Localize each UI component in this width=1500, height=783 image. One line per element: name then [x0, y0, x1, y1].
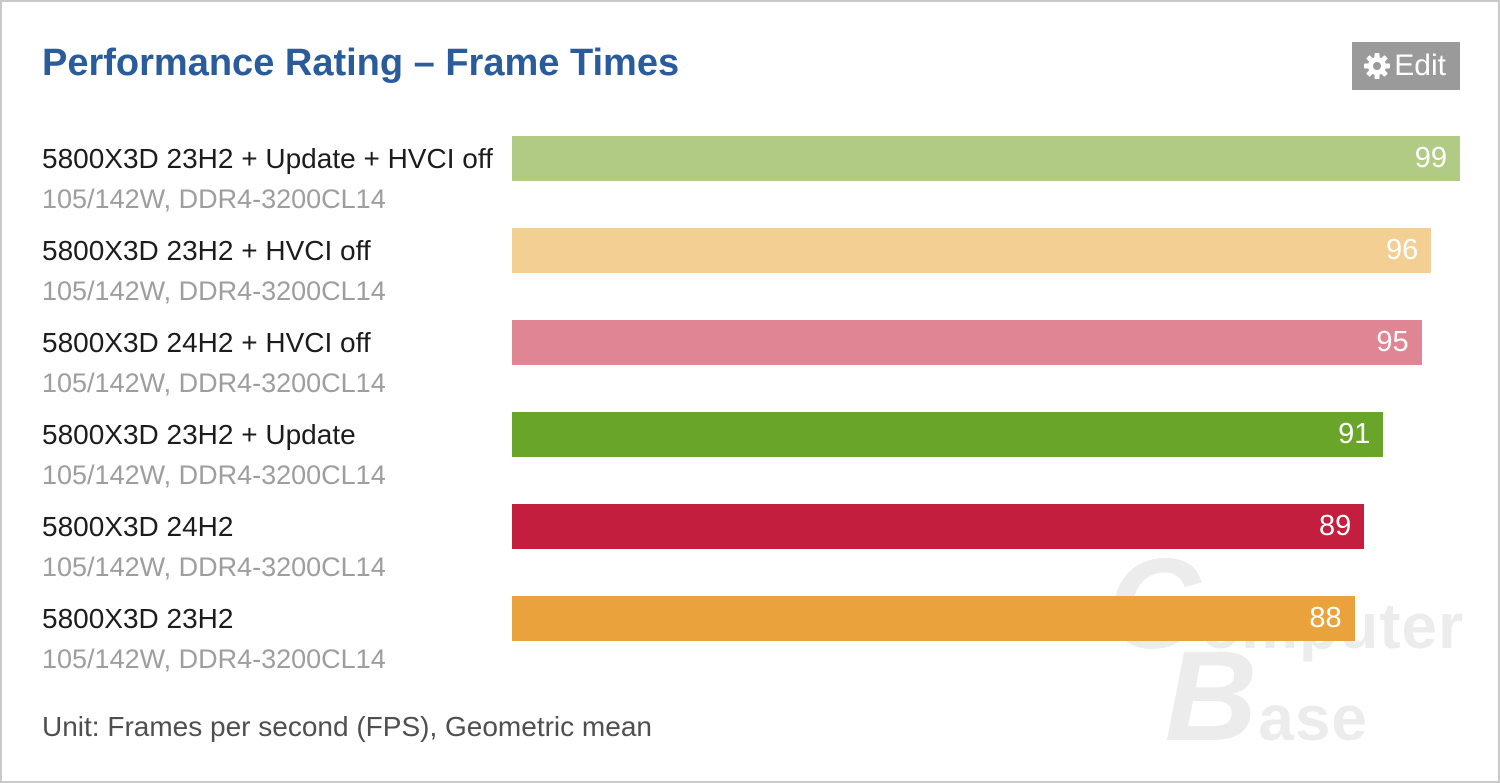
bar: 99 — [512, 136, 1460, 181]
bar-track: 95 — [512, 320, 1460, 412]
bar-label-group: 5800X3D 23H2 + HVCI off 105/142W, DDR4-3… — [42, 228, 512, 320]
bar-label-group: 5800X3D 23H2 + Update + HVCI off 105/142… — [42, 136, 512, 228]
bar: 91 — [512, 412, 1384, 457]
bar-sublabel: 105/142W, DDR4-3200CL14 — [42, 184, 386, 214]
bar-value-label: 88 — [1309, 602, 1342, 634]
bar-sublabel: 105/142W, DDR4-3200CL14 — [42, 460, 386, 490]
bar-row: 5800X3D 23H2 + Update 105/142W, DDR4-320… — [42, 412, 1460, 504]
bar-label: 5800X3D 23H2 + Update — [42, 418, 356, 450]
bar-row: 5800X3D 23H2 + Update + HVCI off 105/142… — [42, 136, 1460, 228]
header: Performance Rating – Frame Times — [2, 2, 1498, 90]
bar-row: 5800X3D 23H2 105/142W, DDR4-3200CL14 88 — [42, 596, 1460, 688]
bar-track: 96 — [512, 228, 1460, 320]
bar-label: 5800X3D 24H2 — [42, 510, 234, 542]
bar-value-label: 89 — [1318, 510, 1352, 542]
bar-label: 5800X3D 23H2 — [42, 602, 234, 634]
bar-track: 91 — [512, 412, 1460, 504]
bar: 89 — [512, 504, 1365, 549]
bar-label-group: 5800X3D 24H2 105/142W, DDR4-3200CL14 — [42, 504, 512, 596]
bar-sublabel: 105/142W, DDR4-3200CL14 — [42, 552, 386, 582]
bar-label-group: 5800X3D 23H2 105/142W, DDR4-3200CL14 — [42, 596, 512, 688]
edit-button[interactable]: Edit — [1352, 42, 1460, 90]
bar-value-label: 91 — [1338, 418, 1371, 450]
bar-label: 5800X3D 24H2 + HVCI off — [42, 326, 371, 358]
bar-track: 89 — [512, 504, 1460, 596]
page-title: Performance Rating – Frame Times — [42, 42, 680, 84]
bar-chart: 5800X3D 23H2 + Update + HVCI off 105/142… — [2, 136, 1498, 688]
bar: 96 — [512, 228, 1432, 273]
watermark-line2: Base — [1164, 624, 1368, 768]
bar-row: 5800X3D 23H2 + HVCI off 105/142W, DDR4-3… — [42, 228, 1460, 320]
bar-sublabel: 105/142W, DDR4-3200CL14 — [42, 276, 386, 306]
bar-sublabel: 105/142W, DDR4-3200CL14 — [42, 644, 386, 674]
bar-label-group: 5800X3D 24H2 + HVCI off 105/142W, DDR4-3… — [42, 320, 512, 412]
bar-label-group: 5800X3D 23H2 + Update 105/142W, DDR4-320… — [42, 412, 512, 504]
bar-row: 5800X3D 24H2 + HVCI off 105/142W, DDR4-3… — [42, 320, 1460, 412]
unit-note: Unit: Frames per second (FPS), Geometric… — [42, 711, 652, 742]
bar-row: 5800X3D 24H2 105/142W, DDR4-3200CL14 89 — [42, 504, 1460, 596]
bar-label: 5800X3D 23H2 + HVCI off — [42, 234, 371, 266]
gear-icon — [1362, 51, 1392, 81]
bar-value-label: 96 — [1386, 234, 1419, 266]
bar-sublabel: 105/142W, DDR4-3200CL14 — [42, 368, 386, 398]
bar-value-label: 99 — [1414, 142, 1447, 174]
bar-track: 99 — [512, 136, 1460, 228]
bar-track: 88 — [512, 596, 1460, 688]
edit-button-label: Edit — [1394, 49, 1446, 82]
bar-value-label: 95 — [1376, 326, 1409, 358]
bar: 95 — [512, 320, 1422, 365]
bar-label: 5800X3D 23H2 + Update + HVCI off — [42, 142, 493, 174]
bar: 88 — [512, 596, 1355, 641]
